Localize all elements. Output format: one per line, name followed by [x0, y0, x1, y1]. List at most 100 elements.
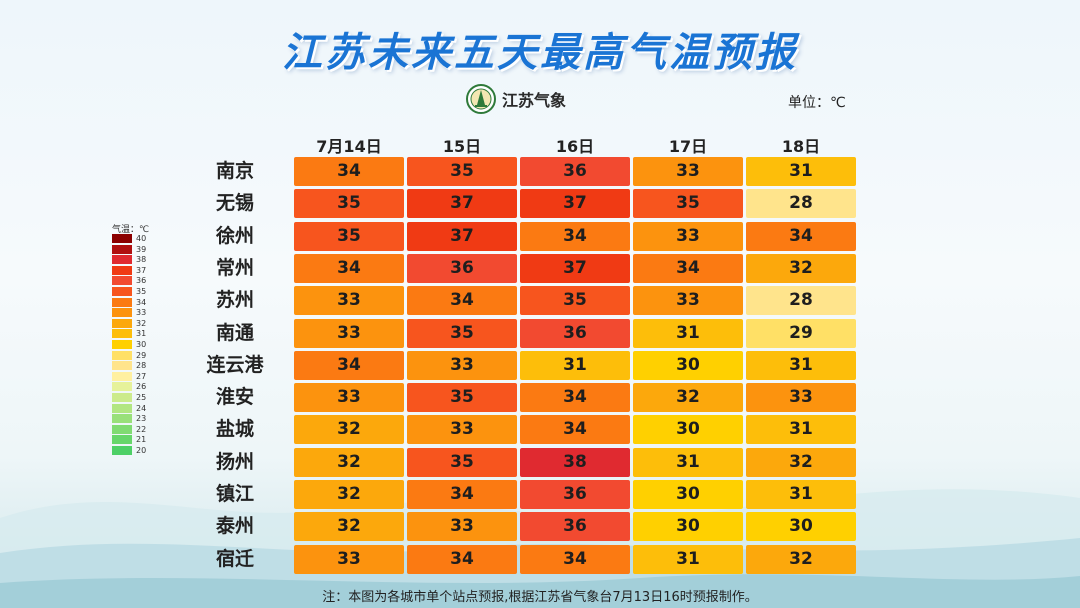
- temperature-cell: 35: [407, 157, 517, 186]
- temperature-cell: 33: [294, 544, 404, 574]
- legend-label: 39: [136, 244, 147, 254]
- temperature-cell: 28: [746, 189, 856, 219]
- temperature-cell: 34: [520, 221, 630, 251]
- logo: 江苏气象: [466, 84, 566, 114]
- row-header-city: 无锡: [215, 192, 254, 215]
- temperature-cell: 34: [407, 286, 517, 316]
- legend-swatch: [112, 446, 132, 455]
- column-header: 16日: [555, 137, 595, 156]
- temperature-cell: 34: [294, 253, 404, 283]
- legend-swatch: [112, 308, 132, 318]
- legend-swatch: [112, 393, 132, 402]
- temperature-cell: 35: [407, 447, 517, 477]
- legend-label: 37: [136, 265, 147, 275]
- legend-swatch: [112, 361, 132, 371]
- legend-label: 40: [136, 234, 147, 243]
- legend-swatch: [112, 424, 132, 434]
- temperature-cell: 35: [294, 189, 404, 219]
- temperature-cell: 33: [294, 286, 404, 316]
- temperature-cell: 32: [746, 253, 856, 283]
- temperature-cell: 38: [520, 447, 630, 477]
- temperature-cell: 37: [520, 253, 630, 283]
- row-header-city: 镇江: [215, 483, 254, 505]
- legend-swatch: [112, 287, 132, 296]
- column-header: 7月14日: [316, 137, 382, 156]
- temperature-cell: 34: [520, 383, 630, 413]
- legend-swatch: [112, 329, 132, 339]
- temperature-cell: 36: [407, 253, 517, 283]
- legend-swatch: [112, 435, 132, 445]
- legend-label: 24: [136, 403, 147, 413]
- legend-swatch: [112, 276, 132, 286]
- column-header: 18日: [781, 137, 821, 156]
- row-header-city: 扬州: [215, 450, 254, 473]
- temperature-cell: 34: [294, 157, 404, 186]
- temperature-cell: 36: [520, 318, 630, 348]
- temperature-cell: 33: [633, 286, 743, 316]
- row-header-city: 宿迁: [215, 547, 254, 570]
- temperature-cell: 36: [520, 512, 630, 542]
- temperature-cell: 34: [520, 544, 630, 574]
- row-header-city: 苏州: [215, 289, 254, 312]
- unit-label: 单位：℃: [788, 95, 846, 111]
- row-header-city: 盐城: [215, 418, 254, 441]
- legend-swatch: [112, 244, 132, 254]
- temperature-cell: 33: [294, 383, 404, 413]
- legend-label: 22: [136, 424, 147, 434]
- temperature-cell: 35: [294, 221, 404, 251]
- temperature-cell: 31: [746, 157, 856, 186]
- legend-swatch: [112, 234, 132, 243]
- legend-label: 25: [136, 393, 147, 402]
- temperature-cell: 30: [633, 512, 743, 542]
- temperature-cell: 33: [294, 318, 404, 348]
- temperature-cell: 37: [407, 189, 517, 219]
- temperature-cell: 34: [520, 415, 630, 445]
- legend-label: 28: [136, 361, 147, 371]
- legend-label: 35: [136, 287, 147, 296]
- legend-swatch: [112, 318, 132, 328]
- legend-swatch: [112, 265, 132, 275]
- temperature-cell: 36: [520, 480, 630, 509]
- temperature-cell: 35: [520, 286, 630, 316]
- temperature-cell: 31: [746, 350, 856, 380]
- legend-swatch: [112, 350, 132, 360]
- temperature-cell: 28: [746, 286, 856, 316]
- temperature-cell: 31: [633, 544, 743, 574]
- temperature-cell: 33: [746, 383, 856, 413]
- temperature-cell: 34: [633, 253, 743, 283]
- legend-label: 38: [136, 255, 147, 265]
- row-header-city: 常州: [215, 256, 254, 279]
- legend-label: 23: [136, 414, 147, 424]
- jiangsu-meteorology-emblem-icon: [466, 84, 496, 114]
- legend-swatch: [112, 403, 132, 413]
- legend-label: 20: [136, 446, 147, 455]
- temperature-cell: 30: [633, 350, 743, 380]
- temperature-cell: 30: [633, 415, 743, 445]
- temperature-cell: 34: [407, 480, 517, 509]
- row-header-city: 南通: [215, 321, 254, 344]
- temperature-cell: 31: [746, 415, 856, 445]
- legend-title: 气温：℃: [112, 225, 150, 235]
- legend-label: 34: [136, 297, 147, 307]
- page-title: 江苏未来五天最高气温预报: [282, 30, 798, 76]
- temperature-cell: 32: [294, 415, 404, 445]
- temperature-cell: 35: [407, 318, 517, 348]
- column-header: 17日: [668, 137, 708, 156]
- row-header-city: 南京: [215, 160, 254, 182]
- temperature-cell: 31: [633, 447, 743, 477]
- temperature-cell: 30: [746, 512, 856, 542]
- legend-swatch: [112, 414, 132, 424]
- legend-swatch: [112, 382, 132, 392]
- temperature-cell: 32: [746, 447, 856, 477]
- temperature-cell: 35: [633, 189, 743, 219]
- legend-swatch: [112, 255, 132, 265]
- temperature-cell: 32: [294, 512, 404, 542]
- legend-label: 29: [136, 350, 147, 360]
- temperature-cell: 32: [633, 383, 743, 413]
- temperature-cell: 32: [746, 544, 856, 574]
- temperature-cell: 33: [407, 415, 517, 445]
- temperature-cell: 32: [294, 447, 404, 477]
- temperature-cell: 33: [407, 512, 517, 542]
- temperature-cell: 31: [633, 318, 743, 348]
- temperature-cell: 29: [746, 318, 856, 348]
